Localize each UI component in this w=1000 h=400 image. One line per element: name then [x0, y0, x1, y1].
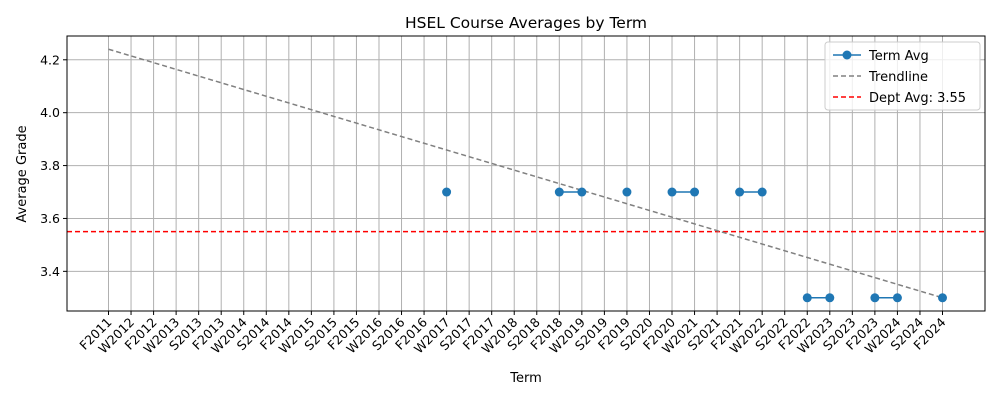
y-tick-label: 3.8: [40, 158, 60, 173]
data-point: [892, 293, 902, 303]
legend: Term Avg Trendline Dept Avg: 3.55: [824, 41, 981, 111]
data-point: [554, 187, 564, 197]
y-tick-label: 3.4: [40, 264, 60, 279]
data-point: [690, 187, 700, 197]
data-point: [667, 187, 677, 197]
legend-term-avg-label: Term Avg: [868, 49, 929, 64]
legend-box: [824, 41, 981, 111]
data-point: [870, 293, 880, 303]
plot-frame: [66, 35, 986, 312]
trendline-group: [108, 48, 943, 299]
x-axis-label: Term: [509, 371, 542, 386]
trendline: [108, 48, 943, 299]
y-tick-label: 4.0: [40, 105, 60, 120]
grid: [67, 36, 985, 311]
data-point: [802, 293, 812, 303]
term-avg-series: [442, 187, 947, 303]
legend-dept-avg-label: Dept Avg: 3.55: [869, 91, 966, 106]
data-point: [757, 187, 767, 197]
data-point: [442, 187, 452, 197]
legend-term-avg-marker: [842, 50, 852, 60]
y-axis: 3.4 3.6 3.8 4.0 4.2: [40, 52, 67, 279]
data-point: [735, 187, 745, 197]
chart-title: HSEL Course Averages by Term: [405, 14, 647, 32]
data-point: [938, 293, 947, 303]
data-point: [577, 187, 587, 197]
legend-trendline-label: Trendline: [868, 70, 928, 85]
data-point: [622, 187, 632, 197]
data-point: [825, 293, 835, 303]
y-tick-label: 3.6: [40, 211, 60, 226]
y-axis-label: Average Grade: [15, 125, 30, 222]
y-tick-label: 4.2: [40, 52, 60, 67]
